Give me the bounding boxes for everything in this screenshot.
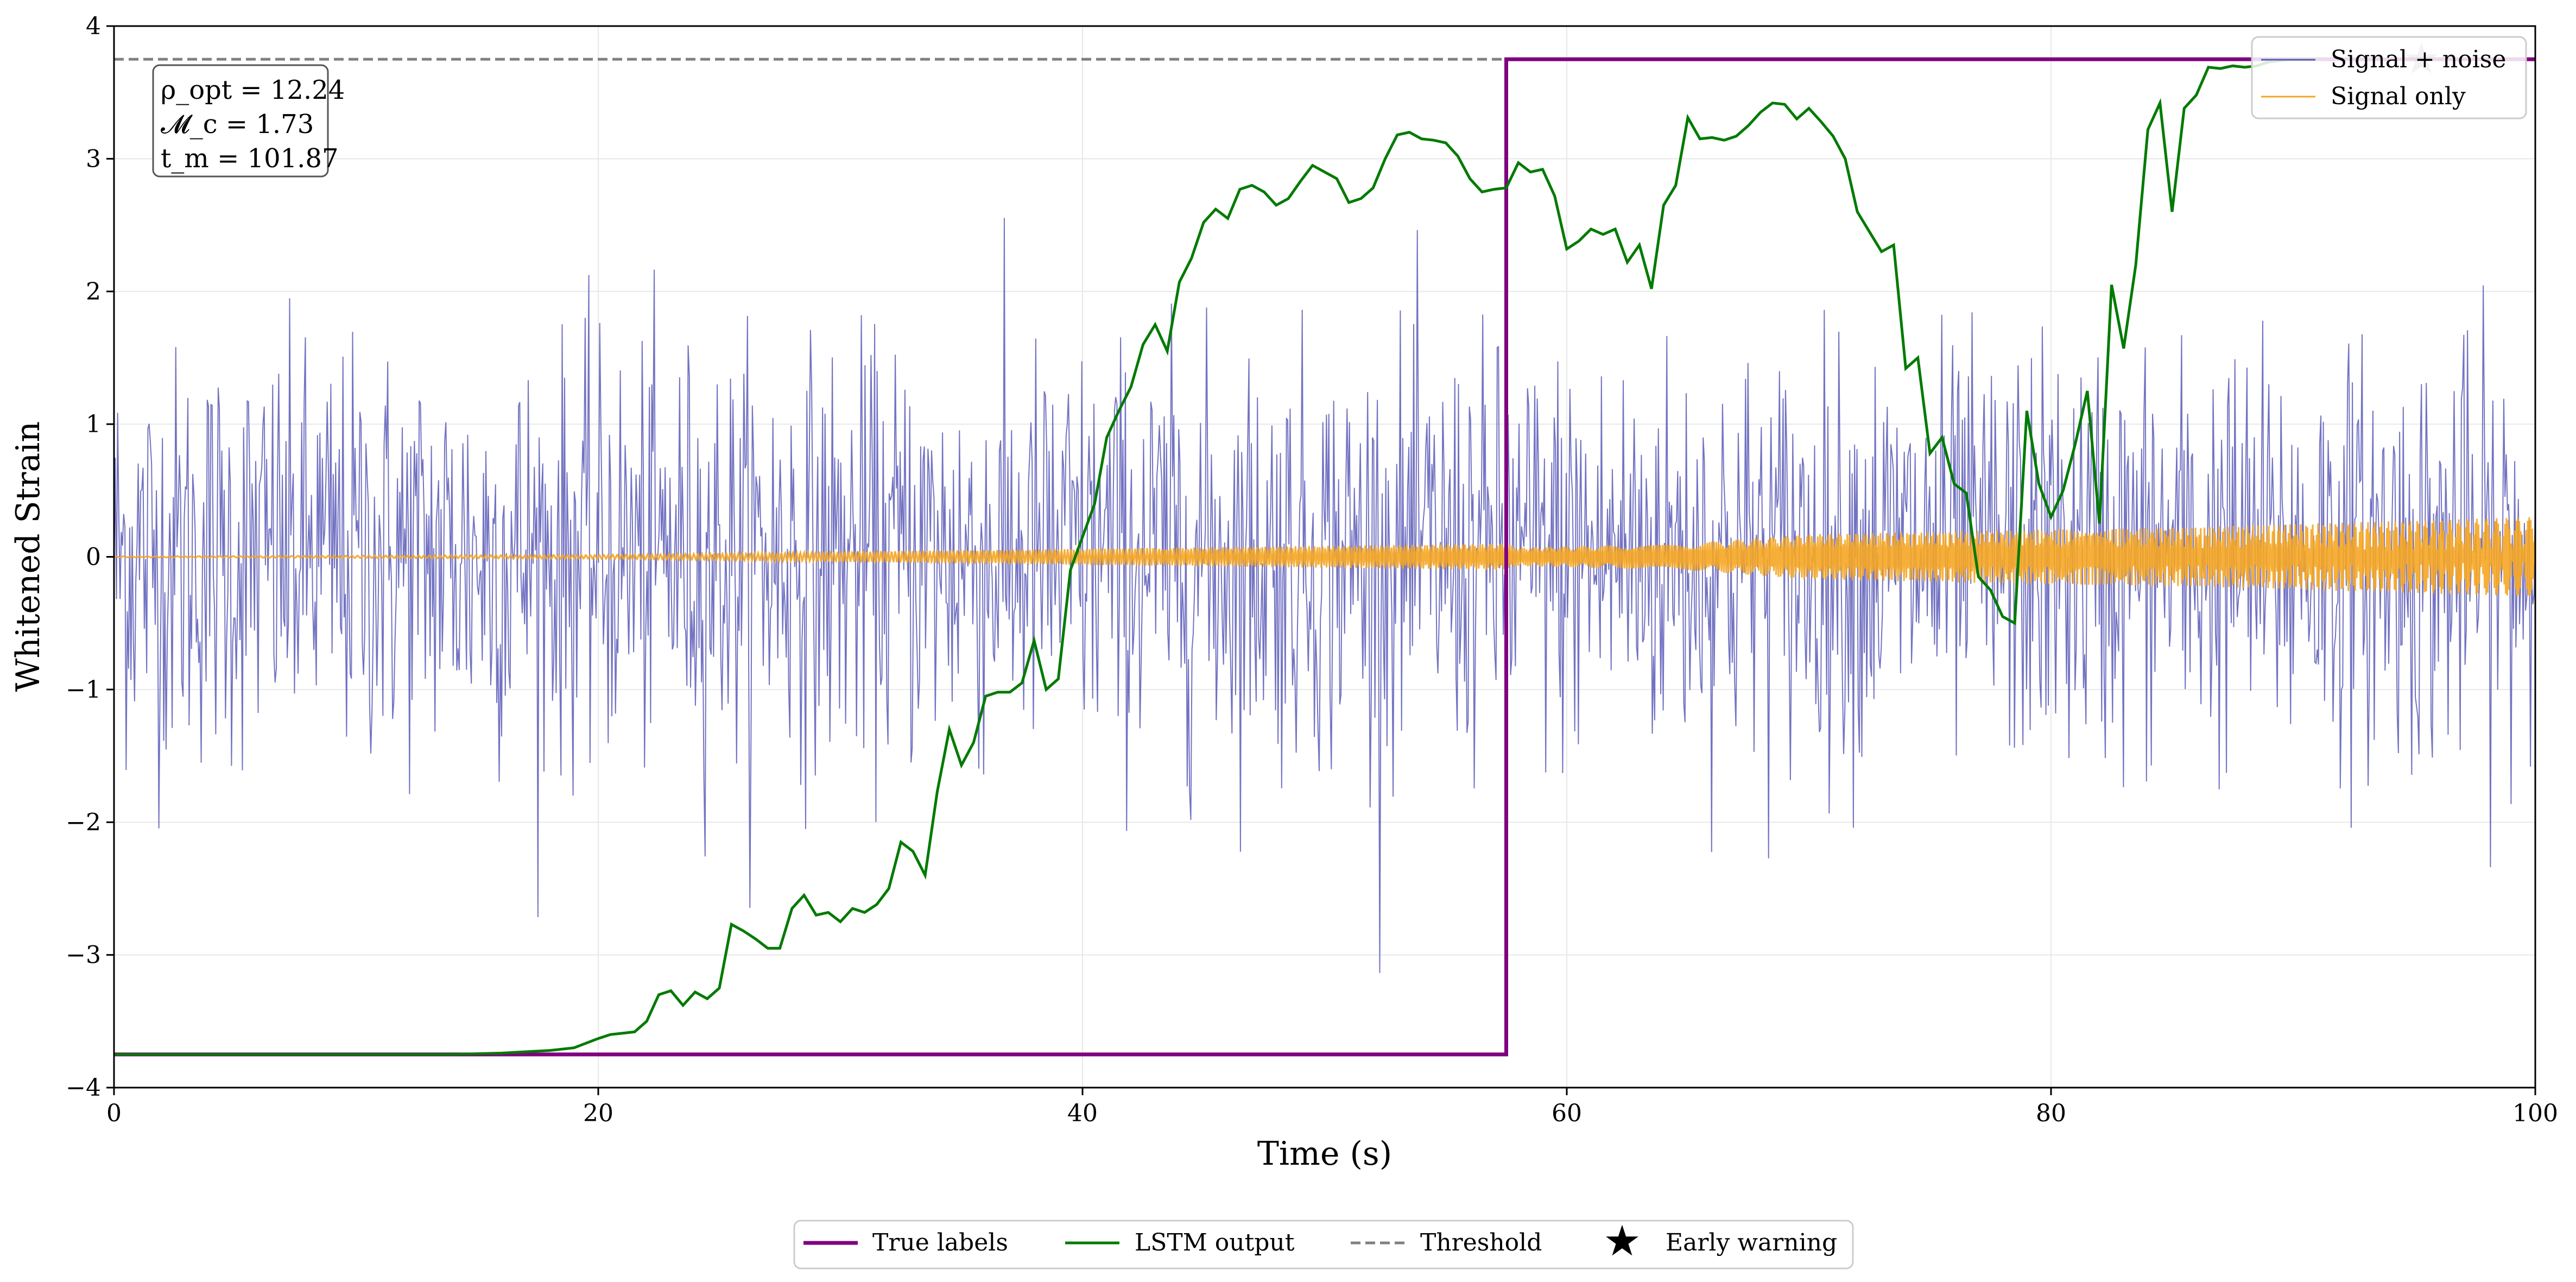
lstm-output-line	[114, 58, 2318, 1056]
x-tick-label: 40	[1067, 1100, 1098, 1127]
y-tick-label: −1	[66, 676, 101, 704]
x-tick-label: 100	[2512, 1100, 2558, 1127]
legend-label-true-labels: True labels	[872, 1229, 1008, 1256]
x-tick-label: 60	[1552, 1100, 1582, 1127]
y-tick-label: −2	[66, 809, 101, 836]
annotation-rho-opt: ρ_opt = 12.24	[161, 75, 345, 105]
y-tick-label: −4	[66, 1074, 101, 1102]
y-tick-label: 4	[86, 12, 101, 40]
x-tick-label: 0	[106, 1100, 122, 1127]
x-tick-label: 80	[2036, 1100, 2066, 1127]
legend-label-threshold: Threshold	[1420, 1229, 1542, 1256]
annotation-chirp-mass: 𝓜_c = 1.73	[161, 109, 314, 140]
legend-label-early-warning: Early warning	[1666, 1229, 1837, 1256]
y-tick-label: −3	[66, 942, 101, 969]
annotation-box: ρ_opt = 12.24 𝓜_c = 1.73 t_m = 101.87	[152, 64, 345, 178]
legend-top-right: Signal + noise Signal only	[2251, 36, 2527, 119]
signal-only-line	[114, 517, 2535, 596]
legend-bottom: True labels LSTM output Threshold ★ Earl…	[793, 1217, 1854, 1270]
legend-bottom-frame	[793, 1220, 1854, 1270]
x-tick-label: 20	[583, 1100, 613, 1127]
y-tick-label: 0	[86, 544, 101, 571]
annotation-box-frame	[152, 64, 329, 178]
legend-label-signal-noise: Signal + noise	[2331, 46, 2506, 73]
tick-layer: 0 20 40 60 80 100 −4 −3 −2 −1 0 1 2 3 4	[66, 12, 2558, 1127]
y-tick-label: 3	[86, 145, 101, 173]
legend-swatch-early-warning: ★	[1603, 1217, 1641, 1266]
annotation-merger-time: t_m = 101.87	[161, 143, 339, 174]
x-axis-label: Time (s)	[1257, 1135, 1392, 1173]
legend-label-signal-only: Signal only	[2331, 83, 2466, 110]
legend-label-lstm-output: LSTM output	[1135, 1229, 1295, 1256]
legend-top-right-frame	[2251, 36, 2527, 119]
y-axis-label: Whitened Strain	[9, 421, 47, 692]
true-labels-line	[114, 57, 2535, 1057]
y-tick-label: 2	[86, 278, 101, 306]
y-tick-label: 1	[86, 411, 101, 438]
